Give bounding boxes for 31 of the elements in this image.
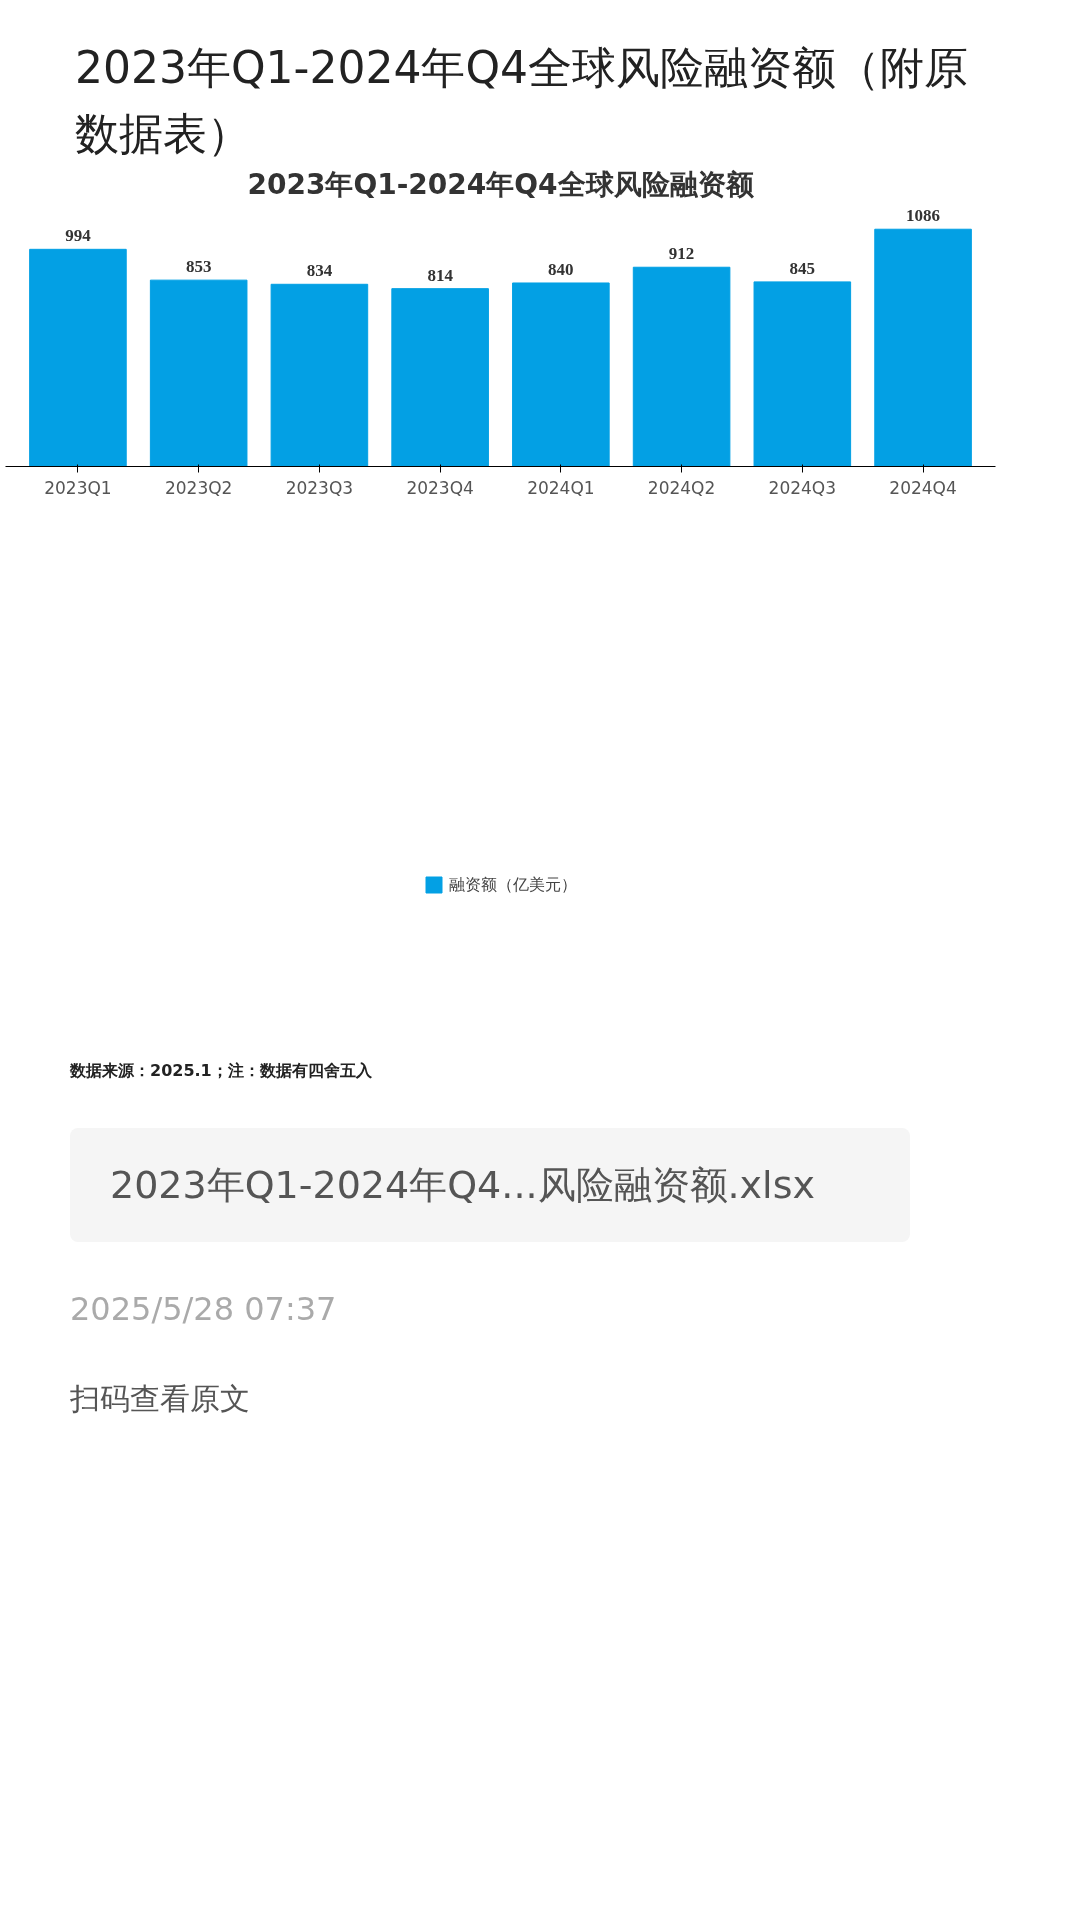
text: 2025/5/28 07:37 xyxy=(70,1289,337,1331)
bar xyxy=(149,279,248,467)
x-tick-label: 2023Q4 xyxy=(406,477,474,498)
data-label: 912 xyxy=(668,244,695,264)
bar xyxy=(512,282,610,467)
data-label: 994 xyxy=(65,226,92,246)
legend-label: 融资额（亿美元） xyxy=(448,874,577,896)
data-label: 845 xyxy=(789,258,816,278)
bar xyxy=(391,288,489,467)
x-tick-label: 2024Q2 xyxy=(647,477,716,498)
bar xyxy=(29,248,127,467)
text: 扫码查看原文 xyxy=(70,1379,250,1418)
chart-title: 2023年Q1-2024年Q4全球风险融资额 xyxy=(247,167,755,201)
data-label: 834 xyxy=(306,261,333,281)
x-tick-label: 2024Q4 xyxy=(889,477,957,498)
x-tick-label: 2023Q1 xyxy=(44,477,112,498)
source-note: 数据来源：2025.1；注：数据有四舍五入 xyxy=(70,1060,372,1082)
x-tick-label: 2023Q2 xyxy=(164,477,233,498)
x-tick-label: 2023Q3 xyxy=(285,477,354,498)
bar xyxy=(270,283,369,467)
chart-subtitle: 2023年Q1-2024年Q4全球风险融资额（附原数据表） xyxy=(75,41,970,161)
text: 2023年Q1-2024年Q4...风险融资额.xlsx xyxy=(110,1161,815,1209)
bar xyxy=(874,228,972,467)
data-label: 840 xyxy=(548,259,574,279)
x-tick-label: 2024Q1 xyxy=(527,477,595,498)
bar xyxy=(632,266,731,467)
data-label: 814 xyxy=(427,265,454,285)
bar xyxy=(753,281,852,467)
data-label: 853 xyxy=(185,257,212,277)
x-tick-label: 2024Q3 xyxy=(768,477,837,498)
data-label: 1086 xyxy=(906,206,941,226)
